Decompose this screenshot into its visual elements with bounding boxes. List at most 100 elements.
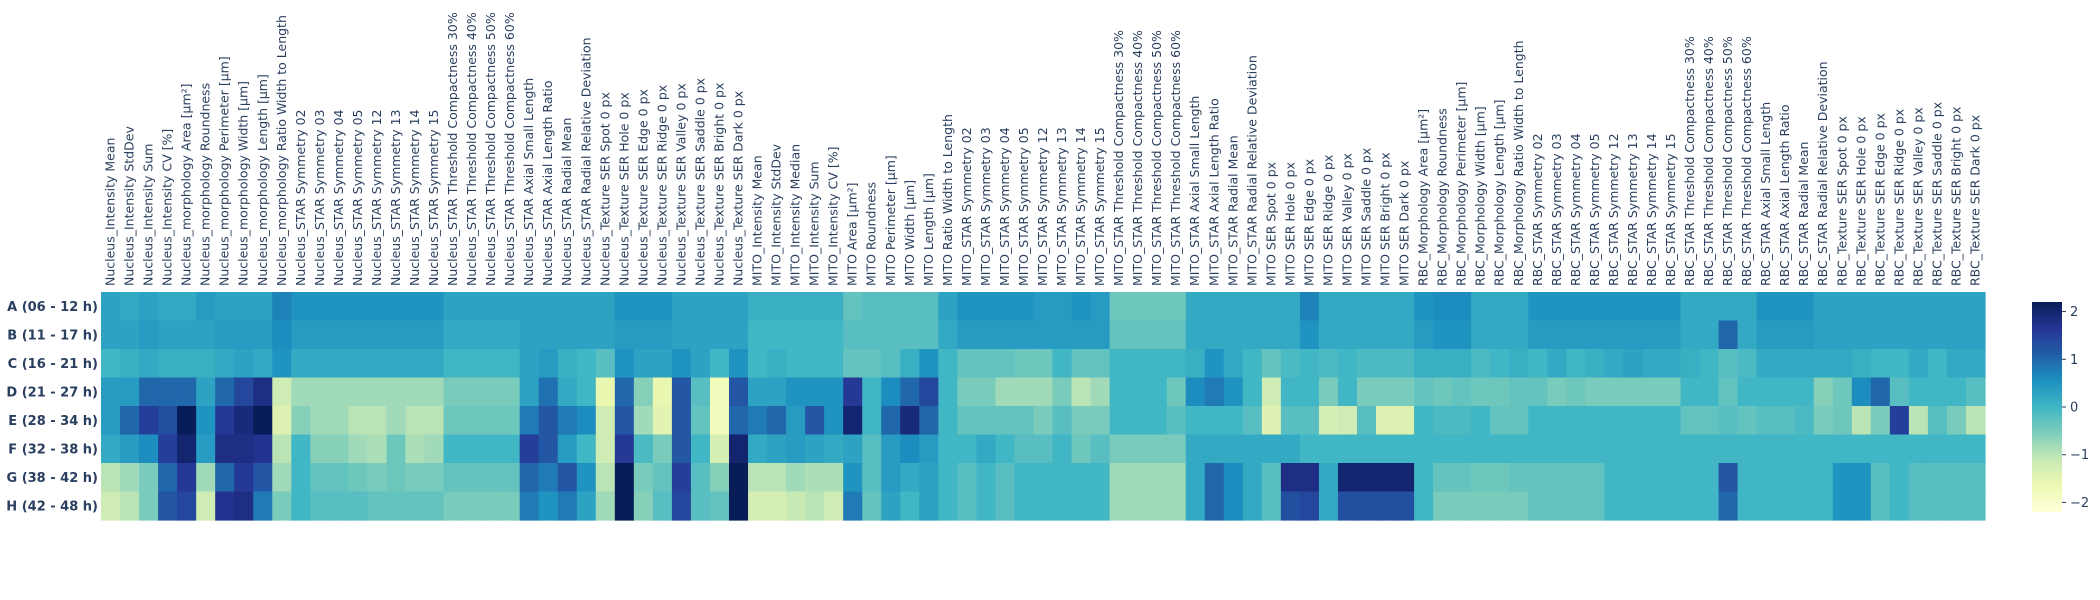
heatmap-cell bbox=[1452, 349, 1472, 379]
heatmap-cell bbox=[900, 377, 920, 407]
heatmap-cell bbox=[1337, 320, 1358, 350]
heatmap-cell bbox=[253, 292, 273, 322]
heatmap-cell bbox=[291, 491, 311, 521]
heatmap-cell bbox=[1680, 463, 1701, 493]
heatmap-cell bbox=[1927, 377, 1948, 407]
heatmap-cell bbox=[1204, 463, 1225, 493]
heatmap-cell bbox=[1547, 463, 1567, 493]
heatmap-cell bbox=[1832, 292, 1853, 322]
heatmap-cell bbox=[1965, 377, 1986, 407]
heatmap-cell bbox=[1414, 491, 1434, 521]
heatmap-cell bbox=[1280, 320, 1301, 350]
heatmap-cell bbox=[633, 434, 654, 464]
heatmap-cell bbox=[1642, 349, 1663, 379]
colorbar-tick-label: 1 bbox=[2070, 353, 2078, 368]
heatmap-cell bbox=[1052, 434, 1073, 464]
heatmap-cell bbox=[1433, 320, 1453, 350]
heatmap-cell bbox=[367, 434, 388, 464]
heatmap-cell bbox=[1718, 377, 1739, 407]
heatmap-cell bbox=[1509, 406, 1529, 436]
heatmap-cell bbox=[652, 320, 673, 350]
heatmap-cell bbox=[576, 349, 597, 379]
heatmap-cell bbox=[291, 320, 311, 350]
heatmap-cell bbox=[101, 491, 121, 521]
heatmap-cell bbox=[900, 491, 920, 521]
heatmap-cell bbox=[729, 406, 749, 436]
heatmap-cell bbox=[767, 434, 787, 464]
heatmap-cell bbox=[1908, 349, 1929, 379]
heatmap-cell bbox=[1090, 349, 1111, 379]
heatmap-cell bbox=[519, 463, 540, 493]
heatmap-cell bbox=[215, 463, 235, 493]
heatmap-cell bbox=[158, 320, 178, 350]
heatmap-cell bbox=[1261, 406, 1282, 436]
column-label: MITO_STAR Symmetry 15 bbox=[1092, 127, 1107, 286]
heatmap-cell bbox=[1433, 434, 1453, 464]
heatmap-cell bbox=[1204, 491, 1225, 521]
heatmap-cell bbox=[805, 463, 825, 493]
heatmap-cell bbox=[348, 292, 369, 322]
heatmap-cell bbox=[120, 349, 140, 379]
heatmap-cell bbox=[633, 292, 654, 322]
column-label: Nucleus_STAR Radial Relative Deviation bbox=[578, 37, 593, 286]
heatmap-cell bbox=[1661, 320, 1682, 350]
heatmap-cell bbox=[1813, 292, 1834, 322]
heatmap-cell bbox=[1052, 463, 1073, 493]
heatmap-cell bbox=[519, 491, 540, 521]
heatmap-cell bbox=[1242, 320, 1263, 350]
heatmap-cell bbox=[272, 463, 292, 493]
heatmap-cell bbox=[1128, 491, 1149, 521]
column-label: Nucleus_Texture SER Ridge 0 px bbox=[654, 85, 669, 286]
heatmap-cell bbox=[1128, 292, 1149, 322]
heatmap-cell bbox=[843, 377, 863, 407]
heatmap-cell bbox=[1889, 491, 1910, 521]
heatmap-cell bbox=[1604, 349, 1625, 379]
heatmap-cell bbox=[709, 292, 730, 322]
heatmap-cell bbox=[557, 377, 578, 407]
heatmap-cell bbox=[919, 292, 939, 322]
heatmap-cell bbox=[405, 463, 426, 493]
heatmap-cell bbox=[1357, 292, 1377, 322]
heatmap-cell bbox=[101, 320, 121, 350]
heatmap-cell bbox=[1128, 349, 1149, 379]
heatmap-cell bbox=[1794, 463, 1815, 493]
heatmap-cell bbox=[367, 377, 388, 407]
heatmap-cell bbox=[1280, 406, 1301, 436]
heatmap-cell bbox=[1395, 491, 1415, 521]
heatmap-cell bbox=[1509, 320, 1529, 350]
heatmap-cell bbox=[1242, 434, 1263, 464]
heatmap-cell bbox=[1452, 292, 1472, 322]
heatmap-cell bbox=[1090, 491, 1111, 521]
heatmap-cell bbox=[1490, 292, 1510, 322]
heatmap-cell bbox=[177, 292, 197, 322]
heatmap-cell bbox=[1223, 406, 1244, 436]
heatmap-cell bbox=[595, 491, 616, 521]
heatmap-cell bbox=[748, 406, 768, 436]
heatmap-cell bbox=[881, 434, 901, 464]
heatmap-cell bbox=[1965, 434, 1986, 464]
colorbar-tick-label: 0 bbox=[2070, 401, 2078, 416]
heatmap-cell bbox=[919, 377, 939, 407]
column-label: MITO Width [µm] bbox=[902, 180, 917, 286]
heatmap-cell bbox=[1908, 377, 1929, 407]
heatmap-cell bbox=[1318, 491, 1339, 521]
heatmap-cell bbox=[1509, 292, 1529, 322]
column-label: MITO_Intensity CV [%] bbox=[826, 147, 841, 286]
heatmap-cell bbox=[1071, 349, 1092, 379]
heatmap-cell bbox=[1280, 377, 1301, 407]
heatmap-cell bbox=[272, 434, 292, 464]
column-label: MITO_STAR Radial Relative Deviation bbox=[1244, 55, 1259, 286]
column-label: MITO_STAR Threshold Compactness 60% bbox=[1168, 30, 1183, 286]
heatmap-cell bbox=[805, 434, 825, 464]
column-label: MITO_STAR Threshold Compactness 30% bbox=[1111, 30, 1126, 286]
heatmap-cell bbox=[557, 349, 578, 379]
heatmap-cell bbox=[1737, 349, 1758, 379]
column-label: MITO_Intensity Sum bbox=[807, 161, 822, 286]
heatmap-cell bbox=[976, 377, 997, 407]
row-label: B (11 - 17 h) bbox=[7, 328, 98, 343]
heatmap-cell bbox=[443, 491, 464, 521]
heatmap-cell bbox=[881, 491, 901, 521]
heatmap-cell bbox=[1623, 292, 1644, 322]
heatmap-cell bbox=[139, 434, 159, 464]
heatmap-cell bbox=[1528, 463, 1548, 493]
